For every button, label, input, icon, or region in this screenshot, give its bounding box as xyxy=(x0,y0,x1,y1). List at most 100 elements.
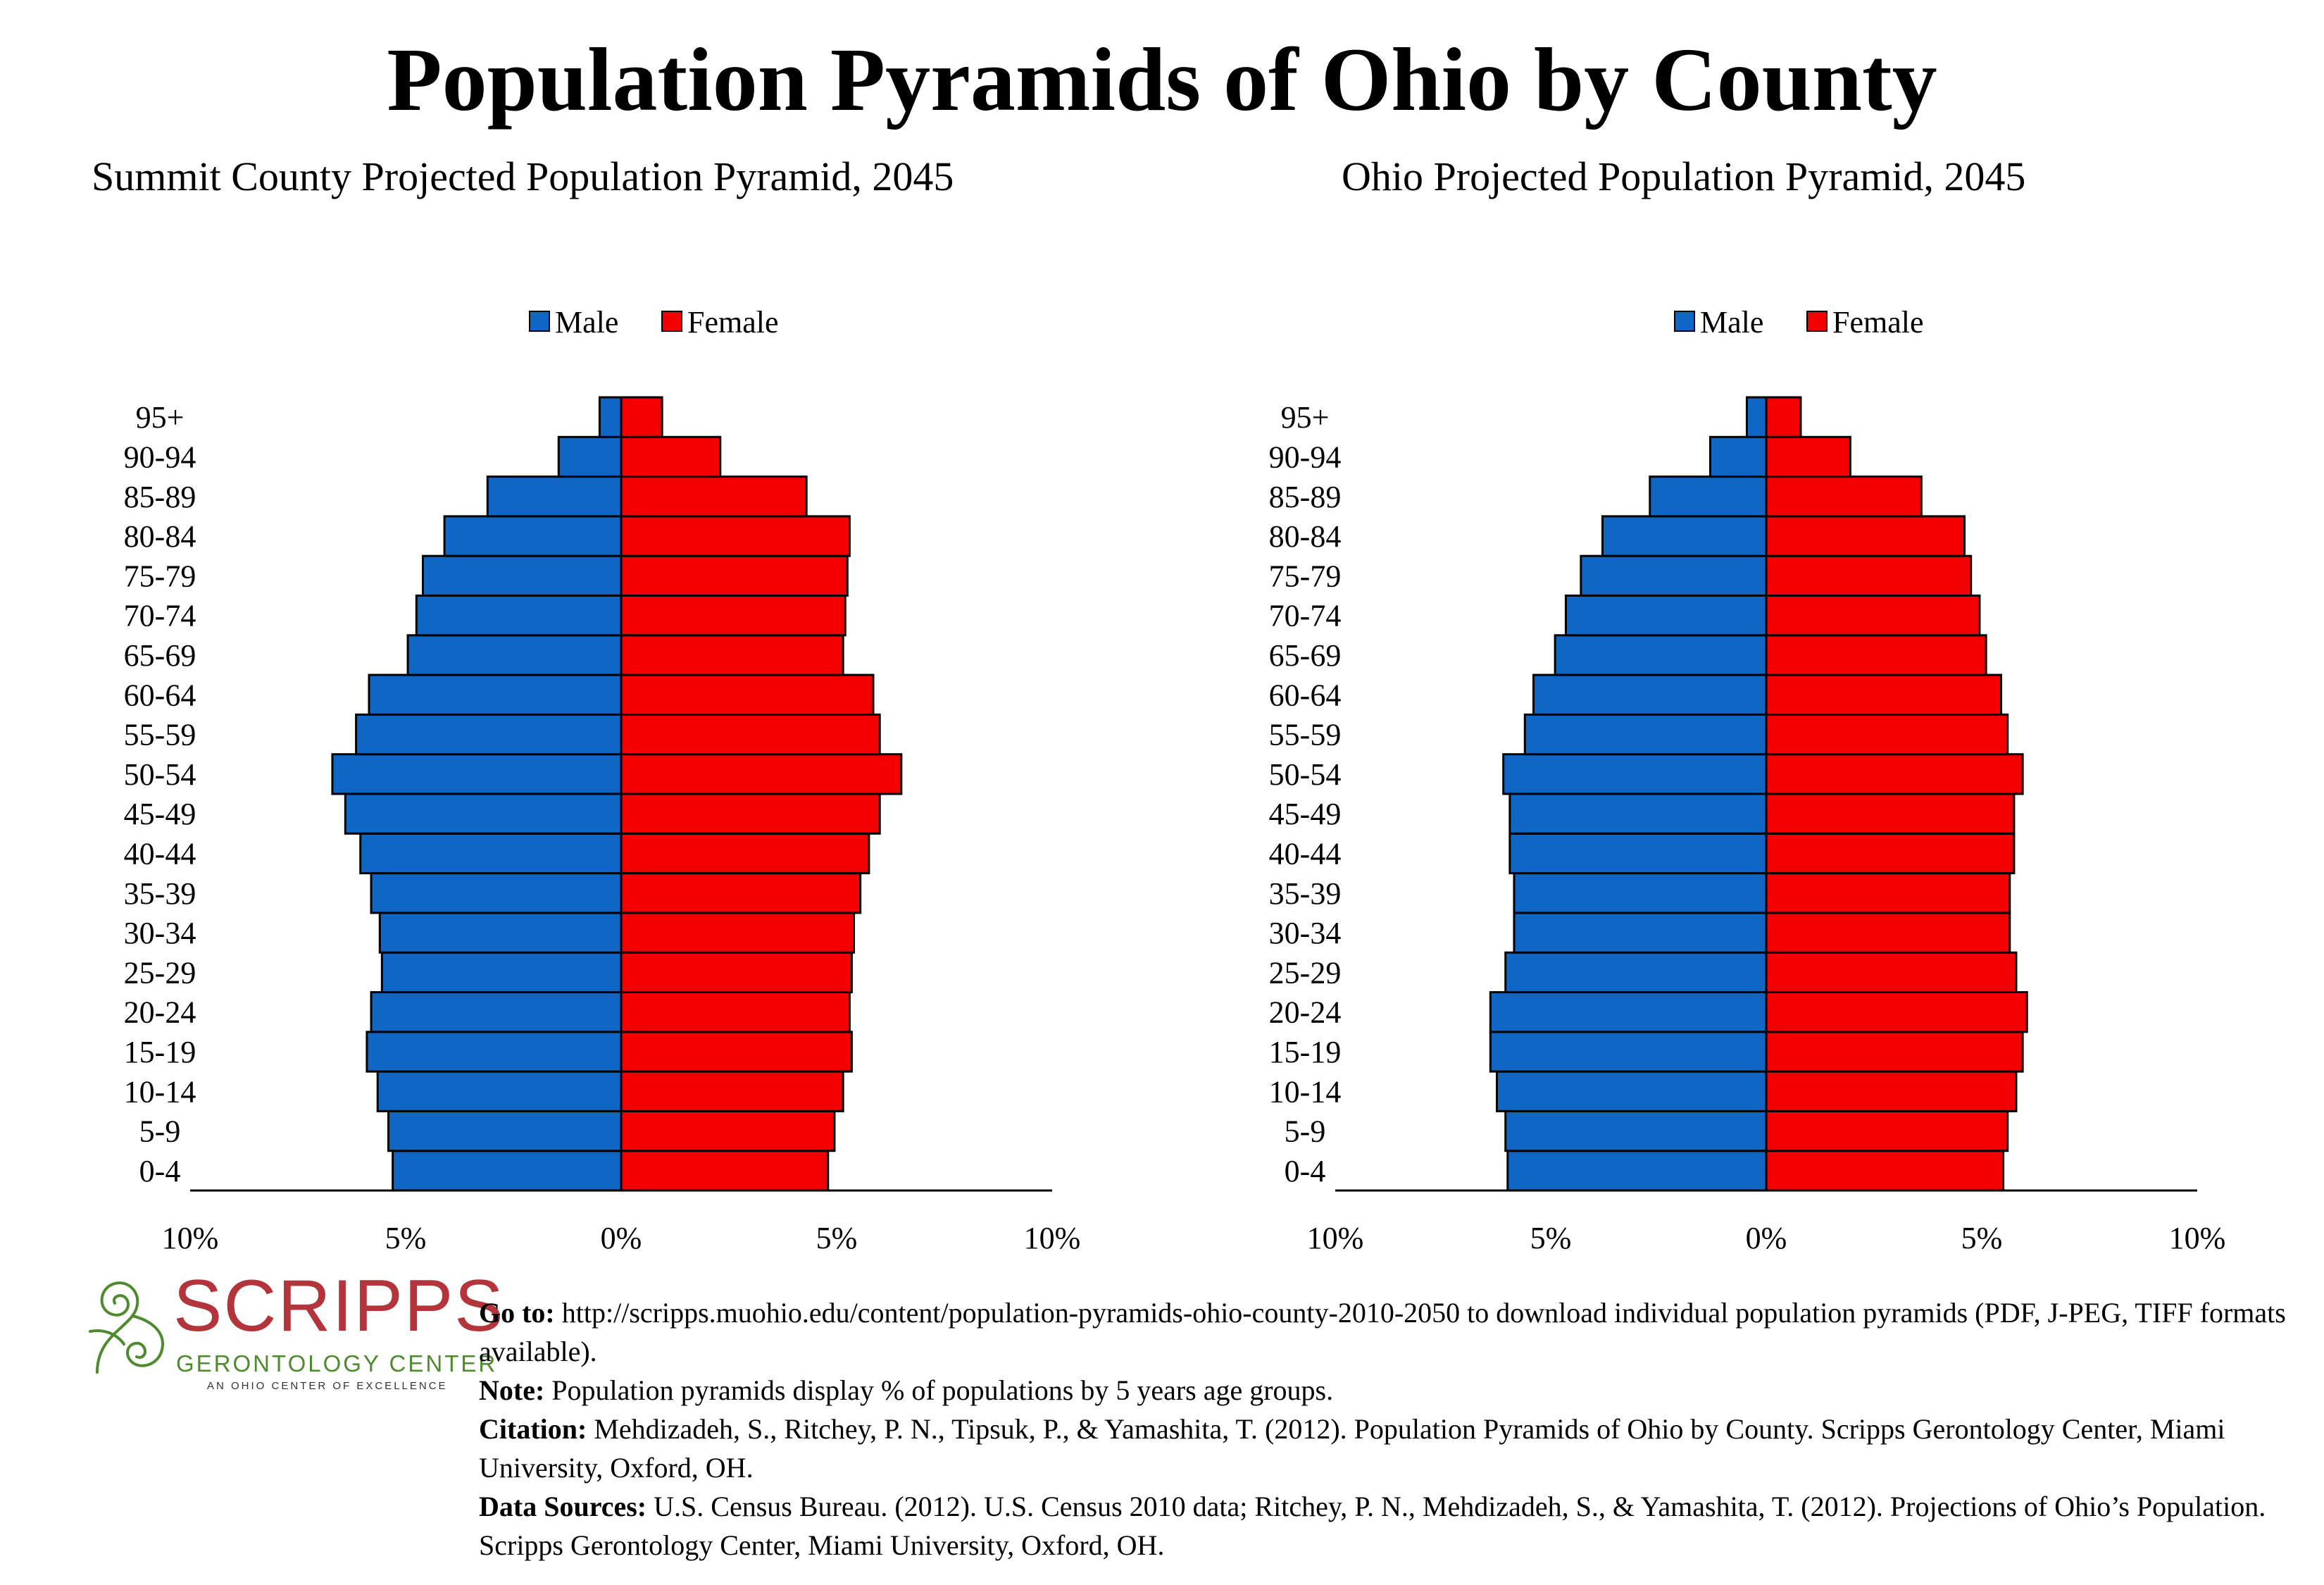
summit-legend-female-swatch xyxy=(661,311,682,332)
ohio-bar-female-75-79 xyxy=(1765,554,1973,597)
note-label: Note: xyxy=(479,1374,545,1406)
summit-bar-female-70-74 xyxy=(620,595,846,637)
ohio-x-tick-4: 10% xyxy=(2169,1221,2226,1255)
ohio-age-label-5-9: 5-9 xyxy=(1285,1114,1326,1149)
ohio-bar-female-10-14 xyxy=(1765,1070,2018,1112)
summit-bar-female-55-59 xyxy=(620,713,881,756)
ohio-age-label-40-44: 40-44 xyxy=(1269,836,1342,871)
summit-bar-female-35-39 xyxy=(620,872,862,914)
summit-bar-male-25-29 xyxy=(380,951,623,993)
summit-bar-male-85-89 xyxy=(486,476,623,518)
citation-label: Citation: xyxy=(479,1413,587,1445)
ohio-bar-male-85-89 xyxy=(1649,476,1768,518)
notes-block: Go to: http://scripps.muohio.edu/content… xyxy=(479,1293,2310,1565)
ohio-bar-male-65-69 xyxy=(1554,634,1768,676)
ohio-bar-female-25-29 xyxy=(1765,951,2018,993)
goto-note: Go to: http://scripps.muohio.edu/content… xyxy=(479,1293,2310,1371)
ohio-x-tick-2: 0% xyxy=(1746,1221,1787,1255)
ohio-age-label-65-69: 65-69 xyxy=(1269,638,1342,673)
summit-bar-female-30-34 xyxy=(620,912,855,954)
summit-age-label-40-44: 40-44 xyxy=(124,836,196,871)
summit-age-label-30-34: 30-34 xyxy=(124,916,196,950)
ohio-age-label-15-19: 15-19 xyxy=(1269,1035,1342,1069)
summit-bar-female-75-79 xyxy=(620,554,849,597)
ohio-bar-female-50-54 xyxy=(1765,753,2024,795)
sources-label: Data Sources: xyxy=(479,1491,647,1522)
ohio-age-label-90-94: 90-94 xyxy=(1269,440,1342,474)
ohio-bar-male-0-4 xyxy=(1506,1150,1768,1192)
summit-age-label-55-59: 55-59 xyxy=(124,718,196,752)
summit-age-label-35-39: 35-39 xyxy=(124,876,196,911)
ohio-bar-female-85-89 xyxy=(1765,476,1923,518)
ohio-bar-male-70-74 xyxy=(1564,595,1768,637)
ohio-bar-male-60-64 xyxy=(1532,673,1768,716)
ohio-age-label-60-64: 60-64 xyxy=(1269,678,1342,712)
ohio-bar-female-45-49 xyxy=(1765,792,2016,835)
summit-bar-male-35-39 xyxy=(370,872,623,914)
ohio-bar-male-30-34 xyxy=(1513,912,1768,954)
summit-bar-female-25-29 xyxy=(620,951,853,993)
ohio-bar-male-50-54 xyxy=(1502,753,1768,795)
ohio-bar-male-80-84 xyxy=(1601,515,1768,557)
summit-legend-male-label: Male xyxy=(555,305,618,340)
summit-age-label-20-24: 20-24 xyxy=(124,995,196,1030)
sources-text: U.S. Census Bureau. (2012). U.S. Census … xyxy=(479,1491,2266,1561)
summit-age-label-5-9: 5-9 xyxy=(139,1114,181,1149)
ohio-age-label-85-89: 85-89 xyxy=(1269,480,1342,514)
ohio-bar-male-35-39 xyxy=(1513,872,1768,914)
summit-bar-male-15-19 xyxy=(366,1031,623,1073)
summit-age-label-85-89: 85-89 xyxy=(124,480,196,514)
summit-x-tick-1: 5% xyxy=(385,1221,427,1255)
summit-x-tick-2: 0% xyxy=(601,1221,642,1255)
ohio-bar-male-20-24 xyxy=(1489,991,1768,1033)
ohio-bar-female-20-24 xyxy=(1765,991,2028,1033)
ohio-bar-female-30-34 xyxy=(1765,912,2011,954)
summit-bar-male-40-44 xyxy=(359,832,623,875)
ohio-bar-female-60-64 xyxy=(1765,673,2003,716)
ohio-age-label-50-54: 50-54 xyxy=(1269,757,1342,792)
ohio-x-tick-1: 5% xyxy=(1530,1221,1572,1255)
summit-age-label-75-79: 75-79 xyxy=(124,559,196,593)
logo-wordmark: SCRIPPS xyxy=(173,1265,505,1347)
summit-bar-female-90-94 xyxy=(620,435,722,478)
ohio-bar-female-90-94 xyxy=(1765,435,1851,478)
summit-bar-female-40-44 xyxy=(620,832,870,875)
ohio-bar-female-55-59 xyxy=(1765,713,2009,756)
ohio-bar-male-95+ xyxy=(1745,396,1768,438)
summit-age-label-10-14: 10-14 xyxy=(124,1074,196,1109)
ohio-age-label-10-14: 10-14 xyxy=(1269,1074,1342,1109)
sources-note: Data Sources: U.S. Census Bureau. (2012)… xyxy=(479,1487,2310,1565)
ohio-age-label-45-49: 45-49 xyxy=(1269,797,1342,831)
summit-bar-female-20-24 xyxy=(620,991,851,1033)
ohio-age-label-95+: 95+ xyxy=(1281,400,1330,435)
summit-x-tick-3: 5% xyxy=(816,1221,858,1255)
summit-bar-male-30-34 xyxy=(378,912,623,954)
ohio-bar-male-25-29 xyxy=(1504,951,1768,993)
ohio-x-tick-3: 5% xyxy=(1961,1221,2003,1255)
ohio-age-label-25-29: 25-29 xyxy=(1269,955,1342,990)
main-title: Population Pyramids of Ohio by County xyxy=(387,30,1937,130)
ohio-bar-male-10-14 xyxy=(1496,1070,1768,1112)
ohio-bar-male-15-19 xyxy=(1489,1031,1768,1073)
summit-bar-male-80-84 xyxy=(443,515,623,557)
ohio-bar-male-90-94 xyxy=(1708,435,1768,478)
ohio-chart-title: Ohio Projected Population Pyramid, 2045 xyxy=(1342,154,2025,199)
summit-age-label-0-4: 0-4 xyxy=(139,1154,181,1188)
summit-bar-female-65-69 xyxy=(620,634,844,676)
ohio-bar-female-5-9 xyxy=(1765,1110,2009,1152)
summit-age-label-60-64: 60-64 xyxy=(124,678,196,712)
summit-bar-female-95+ xyxy=(620,396,663,438)
summit-legend-male-swatch xyxy=(529,311,550,332)
summit-age-label-25-29: 25-29 xyxy=(124,955,196,990)
summit-bar-female-50-54 xyxy=(620,753,903,795)
logo-subtitle: GERONTOLOGY CENTER xyxy=(176,1350,498,1376)
spiral-logo-icon xyxy=(89,1281,164,1374)
citation-text: Mehdizadeh, S., Ritchey, P. N., Tipsuk, … xyxy=(479,1413,2225,1484)
summit-bar-female-15-19 xyxy=(620,1031,853,1073)
summit-bar-female-60-64 xyxy=(620,673,875,716)
ohio-bar-female-15-19 xyxy=(1765,1031,2024,1073)
ohio-bar-male-55-59 xyxy=(1523,713,1768,756)
ohio-legend-male-swatch xyxy=(1674,311,1695,332)
